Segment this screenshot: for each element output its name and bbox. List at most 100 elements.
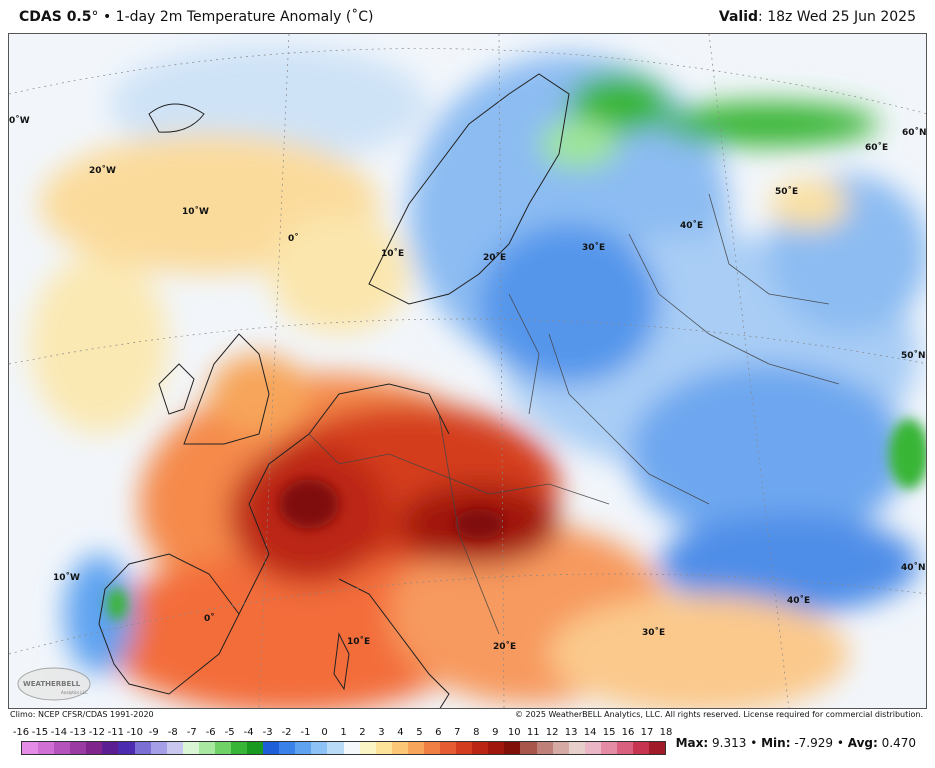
degree-symbol: ° — [91, 9, 99, 25]
stats: Max: 9.313 • Min: -7.929 • Avg: 0.470 — [675, 736, 916, 750]
scale-swatch — [247, 742, 264, 754]
scale-swatch — [488, 742, 505, 754]
climo-text: Climo: NCEP CFSR/CDAS 1991-2020 — [10, 710, 154, 719]
model-name: CDAS 0.5 — [19, 9, 92, 25]
map-canvas: 0˚W 20˚W 10˚W 0˚ 10˚E 20˚E 30˚E 40˚E 50˚… — [9, 34, 927, 708]
scale-tick: 16 — [621, 727, 635, 738]
scale-tick: -2 — [281, 727, 292, 738]
scale-swatch — [182, 742, 199, 754]
scale-swatch — [440, 742, 457, 754]
label-20w: 20˚W — [89, 165, 116, 176]
scale-swatch — [504, 742, 521, 754]
scale-swatch — [359, 742, 376, 754]
scale-tick: -10 — [126, 727, 143, 738]
label-10w-south: 10˚W — [53, 572, 80, 583]
scale-swatch — [632, 742, 650, 754]
scale-swatch — [616, 742, 633, 754]
logo-text: WEATHERBELL — [23, 680, 81, 688]
scale-swatch — [263, 742, 280, 754]
scale-swatch — [456, 742, 473, 754]
label-50e: 50˚E — [775, 186, 798, 197]
copyright-text: © 2025 WeatherBELL Analytics, LLC. All r… — [515, 710, 923, 719]
scale-tick: 13 — [564, 727, 578, 738]
label-40e: 40˚E — [680, 220, 703, 231]
avg-label: Avg: — [847, 736, 878, 750]
avg-value: 0.470 — [881, 736, 916, 750]
scale-tick: -13 — [69, 727, 87, 738]
scale-tick: 9 — [492, 727, 499, 738]
anomaly-map: 0˚W 20˚W 10˚W 0˚ 10˚E 20˚E 30˚E 40˚E 50˚… — [8, 33, 927, 709]
max-value: 9.313 — [712, 736, 747, 750]
valid-value: 18z Wed 25 Jun 2025 — [767, 9, 916, 25]
title-separator: • — [102, 9, 112, 25]
color-scale: -16 -15 -14 -13 -12 -11 -10 -9 -8 -7 -6 -5 -4 -3 -2 -1 0… — [13, 727, 672, 757]
graticule — [9, 34, 926, 708]
scale-swatch — [423, 742, 441, 754]
scale-tick: 8 — [473, 727, 480, 738]
scale-swatch — [568, 742, 585, 754]
scale-swatch — [391, 742, 408, 754]
label-10w: 10˚W — [182, 206, 209, 217]
label-20e: 20˚E — [483, 252, 506, 263]
scale-swatch — [166, 742, 183, 754]
scale-tick: 7 — [454, 727, 461, 738]
scale-swatch — [407, 742, 424, 754]
scale-swatch — [584, 742, 601, 754]
scale-swatch — [600, 742, 617, 754]
anomaly-field — [29, 44, 926, 708]
label-10e: 10˚E — [381, 248, 404, 259]
scale-swatch — [118, 742, 135, 754]
anomaly-detail — [107, 419, 926, 620]
label-20e-south: 20˚E — [493, 641, 516, 652]
scale-tick: 17 — [640, 727, 654, 738]
min-label: Min: — [761, 736, 791, 750]
scale-swatch — [375, 742, 392, 754]
logo-subtext: Analytics LLC — [61, 690, 88, 695]
scale-tick: -14 — [50, 727, 68, 738]
scale-swatch — [536, 742, 553, 754]
scale-swatch — [134, 742, 151, 754]
scale-bar — [21, 741, 666, 755]
scale-swatch — [70, 742, 87, 754]
scale-tick: -5 — [224, 727, 235, 738]
label-50n: 50˚N — [901, 350, 926, 361]
scale-swatch — [552, 742, 569, 754]
scale-tick: -15 — [31, 727, 49, 738]
product-name: 1-day 2m Temperature Anomaly (˚C) — [115, 9, 374, 25]
scale-tick: 0 — [321, 727, 328, 738]
scale-swatch — [520, 742, 537, 754]
scale-tick: -11 — [107, 727, 125, 738]
scale-tick: 12 — [545, 727, 559, 738]
max-label: Max: — [675, 736, 709, 750]
scale-tick: -6 — [205, 727, 216, 738]
label-0: 0˚ — [288, 233, 299, 244]
scale-swatch — [150, 742, 167, 754]
grid-labels: 0˚W 20˚W 10˚W 0˚ 10˚E 20˚E 30˚E 40˚E 50˚… — [9, 115, 927, 652]
scale-tick: -12 — [88, 727, 106, 738]
label-30e-south: 30˚E — [642, 627, 665, 638]
scale-swatch — [279, 742, 296, 754]
scale-tick: -4 — [243, 727, 254, 738]
credits-bar: Climo: NCEP CFSR/CDAS 1991-2020 © 2025 W… — [8, 709, 927, 721]
label-40n: 40˚N — [901, 562, 926, 573]
scale-swatch — [86, 742, 103, 754]
scale-swatch — [38, 742, 55, 754]
scale-swatch — [231, 742, 248, 754]
scale-tick: -1 — [300, 727, 311, 738]
scale-tick: -9 — [148, 727, 159, 738]
label-10e-south: 10˚E — [347, 636, 370, 647]
min-value: -7.929 — [794, 736, 834, 750]
scale-swatch — [327, 742, 344, 754]
scale-swatch — [472, 742, 489, 754]
scale-tick: 2 — [359, 727, 366, 738]
label-30e: 30˚E — [582, 242, 605, 253]
scale-tick: 6 — [435, 727, 442, 738]
scale-swatch — [343, 742, 360, 754]
scale-tick: 14 — [583, 727, 597, 738]
scale-tick: -3 — [262, 727, 273, 738]
scale-swatch — [311, 742, 328, 754]
country-borders — [308, 193, 840, 635]
label-60n: 60˚N — [902, 127, 927, 138]
valid-time: Valid: 18z Wed 25 Jun 2025 — [718, 9, 916, 25]
scale-tick: -8 — [167, 727, 178, 738]
